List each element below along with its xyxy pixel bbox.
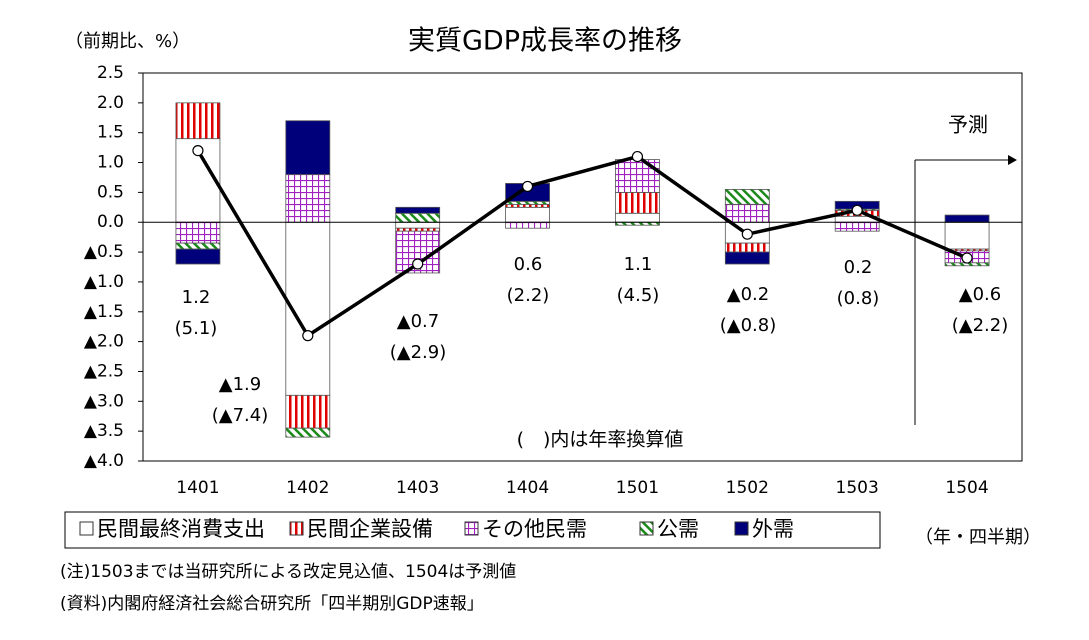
legend-label: 民間最終消費支出: [97, 517, 265, 541]
growth-label: 1.1: [624, 254, 653, 275]
note: (注)1503までは当研究所による改定見込値、1504は予測値: [60, 562, 516, 582]
legend-swatch: [734, 521, 749, 536]
y-tick-label: 2.5: [97, 63, 124, 83]
x-tick-label: 1402: [286, 478, 329, 498]
growth-marker: [741, 228, 753, 240]
bar-segment: [505, 200, 550, 205]
legend-label: 民間企業設備: [307, 517, 433, 541]
annualized-label: (0.8): [837, 288, 880, 309]
bar-segment: [724, 251, 770, 265]
y-tick-label: 1.5: [97, 123, 124, 143]
bar-segment: [944, 221, 990, 250]
growth-label: 1.2: [182, 287, 211, 308]
bar-segment: [724, 188, 770, 205]
x-tick-label: 1404: [506, 478, 549, 498]
bar-segment: [944, 214, 990, 223]
growth-marker: [521, 180, 534, 193]
arrow-head: [1008, 155, 1017, 165]
bar-segment: [285, 174, 331, 223]
bar-segment: [395, 206, 441, 214]
x-tick-label: 1502: [726, 478, 769, 498]
bar-segment: [505, 206, 550, 223]
legend-swatch: [289, 521, 304, 536]
y-tick-label: ▲3.5: [84, 421, 124, 441]
plot-frame: [142, 72, 1023, 462]
growth-marker: [192, 145, 204, 157]
growth-marker: [851, 204, 863, 216]
annualized-note: ( )内は年率換算値: [517, 429, 684, 451]
legend-swatch: [79, 521, 94, 536]
bar-segment: [285, 394, 331, 429]
annualized-label: (4.5): [617, 285, 660, 306]
y-tick-label: ▲3.0: [84, 391, 124, 411]
bar-segment: [285, 427, 331, 438]
legend-label: 公需: [657, 517, 699, 541]
bar-segment: [834, 221, 880, 232]
bar-segment: [175, 102, 221, 140]
y-tick-label: ▲2.0: [84, 332, 124, 352]
annualized-label: (▲2.2): [952, 315, 1009, 336]
growth-marker: [961, 252, 973, 264]
x-axis-label: （年・四半期）: [915, 527, 1041, 548]
legend-label: その他民需: [482, 517, 587, 541]
growth-label: 0.2: [844, 257, 873, 278]
y-tick-label: 0.5: [97, 182, 124, 202]
annualized-label: (▲2.9): [390, 342, 447, 363]
source: (資料)内閣府経済社会総合研究所「四半期別GDP速報」: [60, 594, 484, 614]
chart-title: 実質GDP成長率の推移: [408, 26, 682, 57]
bar-segment: [615, 159, 660, 193]
forecast-label: 予測: [948, 113, 988, 137]
y-axis-label: （前期比、%）: [65, 31, 190, 52]
x-tick-label: 1501: [616, 478, 659, 498]
y-tick-label: ▲4.0: [84, 451, 124, 471]
annualized-label: (2.2): [507, 285, 550, 306]
growth-marker: [302, 330, 314, 342]
x-tick-label: 1504: [945, 478, 988, 498]
growth-label: ▲0.7: [397, 311, 439, 332]
bar-segment: [175, 242, 221, 250]
x-tick-label: 1503: [836, 478, 879, 498]
bar-segment: [724, 242, 770, 253]
annualized-label: (▲0.8): [720, 315, 777, 336]
legend-swatch: [639, 521, 654, 536]
annualized-label: (5.1): [175, 318, 218, 339]
bar-segment: [395, 212, 441, 223]
x-tick-label: 1403: [396, 478, 439, 498]
bar-segment: [505, 221, 550, 229]
y-tick-label: ▲2.5: [84, 361, 124, 381]
y-tick-label: 1.0: [97, 153, 124, 173]
y-tick-label: ▲1.5: [84, 302, 124, 322]
legend-label: 外需: [752, 517, 794, 541]
y-tick-label: 0.0: [97, 212, 124, 232]
annualized-label: (▲7.4): [212, 405, 269, 426]
x-tick-label: 1401: [176, 478, 219, 498]
growth-label: ▲0.6: [959, 284, 1001, 305]
bar-segment: [505, 203, 550, 208]
y-tick-label: ▲1.0: [84, 272, 124, 292]
growth-marker: [412, 258, 424, 270]
growth-label: ▲0.2: [727, 284, 769, 305]
bar-segment: [724, 203, 770, 223]
y-tick-label: 2.0: [97, 93, 124, 113]
bar-segment: [285, 120, 331, 175]
bar-segment: [395, 221, 441, 229]
legend-swatch: [464, 521, 479, 536]
bar-segment: [395, 227, 441, 232]
bar-segment: [175, 221, 221, 244]
growth-line: [196, 149, 968, 339]
growth-marker: [631, 150, 644, 163]
bar-segment: [615, 212, 660, 223]
bar-segment: [615, 191, 660, 214]
growth-label: ▲1.9: [219, 374, 261, 395]
growth-label: 0.6: [514, 254, 543, 275]
bar-segment: [175, 248, 221, 265]
y-tick-label: ▲0.5: [84, 242, 124, 262]
